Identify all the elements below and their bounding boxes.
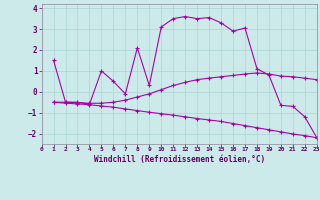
X-axis label: Windchill (Refroidissement éolien,°C): Windchill (Refroidissement éolien,°C)	[94, 155, 265, 164]
